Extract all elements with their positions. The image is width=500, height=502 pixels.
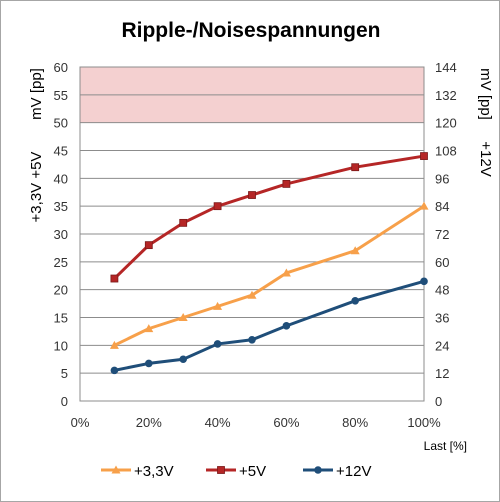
data-point xyxy=(144,324,154,333)
y-left-tick-label: 40 xyxy=(54,171,68,186)
legend-marker xyxy=(111,465,121,474)
data-point xyxy=(178,313,188,321)
legend-item: +3,3V xyxy=(101,463,174,480)
y-right-tick-label: 72 xyxy=(435,227,449,242)
data-point xyxy=(351,297,360,305)
x-tick-label: 40% xyxy=(205,415,231,430)
data-point xyxy=(419,201,429,210)
x-tick-label: 0% xyxy=(71,415,90,430)
data-point xyxy=(213,301,223,310)
y-right-tick-label: 132 xyxy=(435,88,457,103)
data-point xyxy=(420,277,428,286)
series-line xyxy=(113,204,425,347)
y-left-tick-label: 50 xyxy=(54,116,68,131)
gridlines xyxy=(79,66,425,402)
data-point xyxy=(248,191,256,199)
y-left-tick-label: 30 xyxy=(54,227,68,242)
y-left-tick-label: 25 xyxy=(54,255,68,270)
legend-item: +12V xyxy=(303,463,371,480)
y-right-tick-label: 12 xyxy=(435,366,449,381)
data-point xyxy=(247,290,257,299)
plot-area-border xyxy=(79,66,425,402)
data-point xyxy=(145,359,153,368)
y-right-tick-label: 48 xyxy=(435,283,449,298)
y-left-axis-title-bottom: +3,3V +5V xyxy=(28,152,45,223)
legend: +3,3V +5V +12V xyxy=(101,463,371,480)
data-point xyxy=(213,202,222,211)
x-axis-title: Last [%] xyxy=(424,439,467,453)
data-point xyxy=(282,322,291,330)
y-left-tick-label: 45 xyxy=(54,144,68,159)
chart-title: Ripple-/Noisespannungen xyxy=(121,19,380,42)
legend-marker xyxy=(314,466,322,474)
y-left-tick-label: 15 xyxy=(54,311,68,326)
legend-label: +5V xyxy=(239,463,266,480)
data-point xyxy=(282,179,291,188)
x-tick-label: 80% xyxy=(342,415,368,430)
y-right-tick-label: 0 xyxy=(435,394,442,409)
y-left-tick-label: 60 xyxy=(54,60,68,75)
y-right-tick-label: 120 xyxy=(435,116,457,131)
y-right-tick-label: 36 xyxy=(435,311,449,326)
y-right-tick-label: 144 xyxy=(435,60,457,75)
legend-item: +5V xyxy=(206,463,266,480)
y-left-axis-title-top: mV [pp] xyxy=(28,68,45,120)
data-point xyxy=(109,340,119,349)
x-tick-label: 60% xyxy=(273,415,299,430)
x-tick-label: 20% xyxy=(136,415,162,430)
series-line xyxy=(113,154,425,280)
y-left-tick-label: 5 xyxy=(61,366,68,381)
data-point xyxy=(350,246,360,255)
legend-label: +12V xyxy=(336,463,371,480)
series-5v xyxy=(110,152,428,283)
data-point xyxy=(420,152,428,160)
series-12v xyxy=(110,277,428,375)
legend-marker xyxy=(217,466,225,474)
y-right-axis-title-top: mV [pp] xyxy=(477,68,494,120)
y-left-tick-label: 10 xyxy=(54,338,68,353)
data-point xyxy=(213,340,222,348)
y-right-tick-label: 96 xyxy=(435,171,449,186)
y-right-tick-label: 24 xyxy=(435,338,449,353)
data-point xyxy=(179,355,187,364)
x-axis-ticks: 0% 20% 40% 60% 80% 100% xyxy=(71,415,441,430)
y-right-tick-label: 60 xyxy=(435,255,449,270)
data-point xyxy=(351,163,360,172)
right-axis-ticks: 0 12 24 36 48 60 72 84 96 108 120 132 144 xyxy=(435,60,457,409)
series-layer xyxy=(109,152,429,375)
legend-label: +3,3V xyxy=(134,463,174,480)
y-right-axis-title-bottom: +12V xyxy=(477,141,494,176)
y-right-tick-label: 108 xyxy=(435,144,457,159)
y-left-tick-label: 0 xyxy=(61,394,68,409)
y-left-tick-label: 35 xyxy=(54,199,68,214)
y-left-tick-label: 20 xyxy=(54,283,68,298)
y-left-tick-label: 55 xyxy=(54,88,68,103)
x-tick-label: 100% xyxy=(407,415,441,430)
y-right-tick-label: 84 xyxy=(435,199,449,214)
left-axis-ticks: 0 5 10 15 20 25 30 35 40 45 50 55 60 xyxy=(54,60,68,409)
series-3-3v xyxy=(109,201,429,349)
data-point xyxy=(110,366,119,375)
data-point xyxy=(110,274,119,283)
data-point xyxy=(179,218,188,227)
data-point xyxy=(248,335,256,344)
series-line xyxy=(114,279,425,372)
data-point xyxy=(281,268,291,277)
data-point xyxy=(144,241,153,250)
